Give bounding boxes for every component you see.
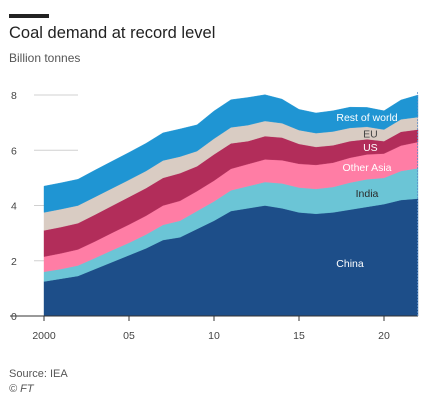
series-label-us: US <box>363 142 378 154</box>
chart-subtitle: Billion tonnes <box>9 51 81 65</box>
y-tick-label: 2 <box>11 256 17 268</box>
y-tick-label: 4 <box>11 201 17 213</box>
series-label-rest-of-world: Rest of world <box>336 112 397 124</box>
x-tick-label: 05 <box>123 330 135 342</box>
x-tick-label: 15 <box>293 330 305 342</box>
copyright-credit: © FT <box>9 383 34 395</box>
y-tick-label: 8 <box>11 90 17 102</box>
chart-title: Coal demand at record level <box>9 24 216 42</box>
x-tick-label: 2000 <box>32 330 56 342</box>
series-label-eu: EU <box>363 128 378 140</box>
y-tick-label: 6 <box>11 145 17 157</box>
x-tick-label: 10 <box>208 330 220 342</box>
title-accent-bar <box>9 14 49 18</box>
series-label-china: China <box>336 258 364 270</box>
x-tick-label: 20 <box>378 330 390 342</box>
source-note: Source: IEA <box>9 368 68 380</box>
series-label-india: India <box>356 188 379 200</box>
y-tick-label: 0 <box>11 311 17 323</box>
series-label-other-asia: Other Asia <box>342 162 391 174</box>
